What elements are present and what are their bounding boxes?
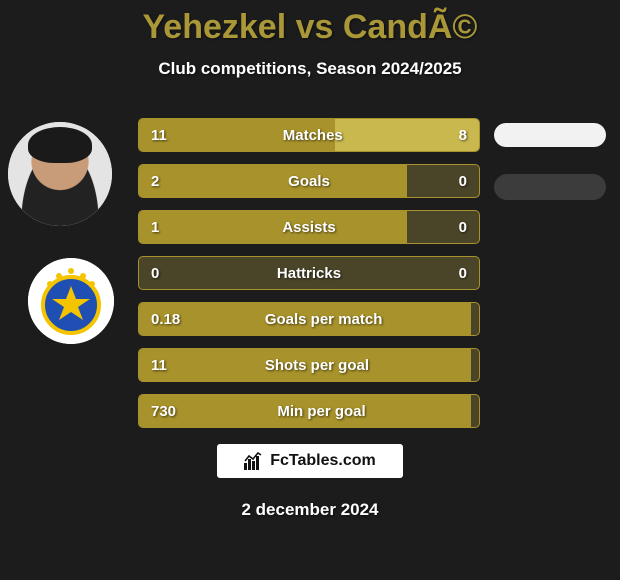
- stat-label: Shots per goal: [167, 357, 467, 374]
- stat-left-value: 11: [151, 127, 167, 144]
- page-title: Yehezkel vs CandÃ©: [0, 0, 620, 47]
- stat-right-value: 0: [459, 173, 467, 190]
- stat-rows: 11Matches82Goals01Assists00Hattricks00.1…: [138, 118, 480, 440]
- pill-indicator: [494, 123, 606, 147]
- stat-label: Hattricks: [159, 265, 458, 282]
- player2-name: CandÃ©: [343, 8, 478, 46]
- pill-indicator: [494, 174, 606, 200]
- stat-left-value: 0: [151, 265, 159, 282]
- stat-right-value: 0: [459, 265, 467, 282]
- stat-left-value: 730: [151, 403, 176, 420]
- pill-column: [494, 118, 606, 450]
- stat-row: 11Matches8: [138, 118, 480, 152]
- stat-row: 0.18Goals per match: [138, 302, 480, 336]
- stat-row: 0Hattricks0: [138, 256, 480, 290]
- stat-left-value: 2: [151, 173, 159, 190]
- brand-badge: FcTables.com: [217, 444, 403, 478]
- date-text: 2 december 2024: [0, 500, 620, 520]
- stat-left-value: 1: [151, 219, 159, 236]
- stat-label: Goals: [159, 173, 458, 190]
- stat-right-value: 8: [459, 127, 467, 144]
- club-badge-graphic: [28, 258, 114, 344]
- stat-label: Goals per match: [180, 311, 467, 328]
- stat-row: 2Goals0: [138, 164, 480, 198]
- brand-icon: [244, 452, 264, 470]
- stat-left-value: 11: [151, 357, 167, 374]
- player1-club-badge: [28, 258, 114, 344]
- player1-avatar: [8, 122, 112, 226]
- subtitle: Club competitions, Season 2024/2025: [0, 59, 620, 79]
- stat-label: Min per goal: [176, 403, 467, 420]
- stat-left-value: 0.18: [151, 311, 180, 328]
- stat-row: 730Min per goal: [138, 394, 480, 428]
- player1-name: Yehezkel: [143, 8, 287, 46]
- brand-text: FcTables.com: [270, 452, 376, 470]
- stat-right-value: 0: [459, 219, 467, 236]
- stat-label: Matches: [167, 127, 459, 144]
- stat-row: 1Assists0: [138, 210, 480, 244]
- title-vs: vs: [286, 8, 343, 46]
- stat-label: Assists: [159, 219, 458, 236]
- stat-row: 11Shots per goal: [138, 348, 480, 382]
- player1-face: [8, 122, 112, 226]
